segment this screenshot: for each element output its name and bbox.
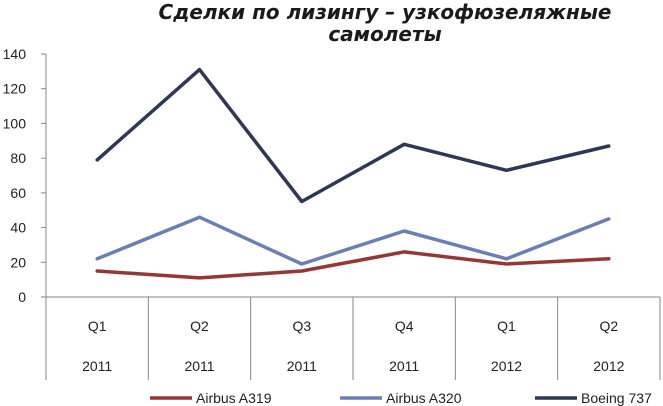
data-point (607, 217, 611, 221)
data-point (607, 144, 611, 148)
data-point (402, 142, 406, 146)
series-line-boeing-737 (95, 67, 611, 204)
y-tick-label: 40 (10, 220, 26, 236)
y-tick-label: 80 (10, 150, 26, 166)
legend-label: Airbus A320 (386, 390, 462, 406)
data-point (505, 262, 508, 266)
x-tick-label-year: 2011 (287, 358, 317, 374)
x-tick-label-quarter: Q2 (190, 318, 209, 334)
data-point (300, 262, 304, 266)
y-tick-label: 20 (10, 254, 26, 270)
data-point (300, 200, 304, 204)
x-tick-label-quarter: Q1 (88, 318, 107, 334)
data-point (402, 229, 406, 233)
data-point (95, 257, 99, 261)
data-point (95, 158, 99, 162)
y-tick-label: 0 (18, 289, 26, 305)
data-point (300, 269, 304, 273)
legend-label: Airbus A319 (196, 390, 272, 406)
chart-title-line-2: самолеты (328, 22, 442, 46)
data-point (198, 276, 201, 280)
data-point (198, 215, 201, 219)
series-line-airbus-a320 (95, 215, 611, 266)
data-point (505, 168, 508, 172)
data-point (402, 250, 406, 254)
x-tick-label-year: 2011 (184, 358, 214, 374)
x-tick-label-quarter: Q4 (395, 318, 414, 334)
data-point (198, 68, 201, 72)
x-tick-label-year: 2011 (82, 358, 112, 374)
chart-title-line-1: Сделки по лизингу – узкофюзеляжные (158, 0, 612, 24)
y-tick-label: 60 (10, 185, 26, 201)
data-point (607, 257, 611, 261)
legend-label: Boeing 737 (581, 390, 652, 406)
x-tick-label-year: 2011 (389, 358, 419, 374)
data-point (95, 269, 99, 273)
data-point (505, 257, 508, 261)
y-tick-label: 140 (3, 46, 27, 62)
y-tick-label: 100 (3, 115, 27, 131)
x-tick-label-quarter: Q3 (292, 318, 311, 334)
x-tick-label-quarter: Q2 (599, 318, 618, 334)
x-tick-label-year: 2012 (593, 358, 624, 374)
x-tick-label-quarter: Q1 (497, 318, 516, 334)
x-tick-label-year: 2012 (491, 358, 522, 374)
series-line-airbus-a319 (95, 250, 611, 280)
y-tick-label: 120 (3, 81, 27, 97)
